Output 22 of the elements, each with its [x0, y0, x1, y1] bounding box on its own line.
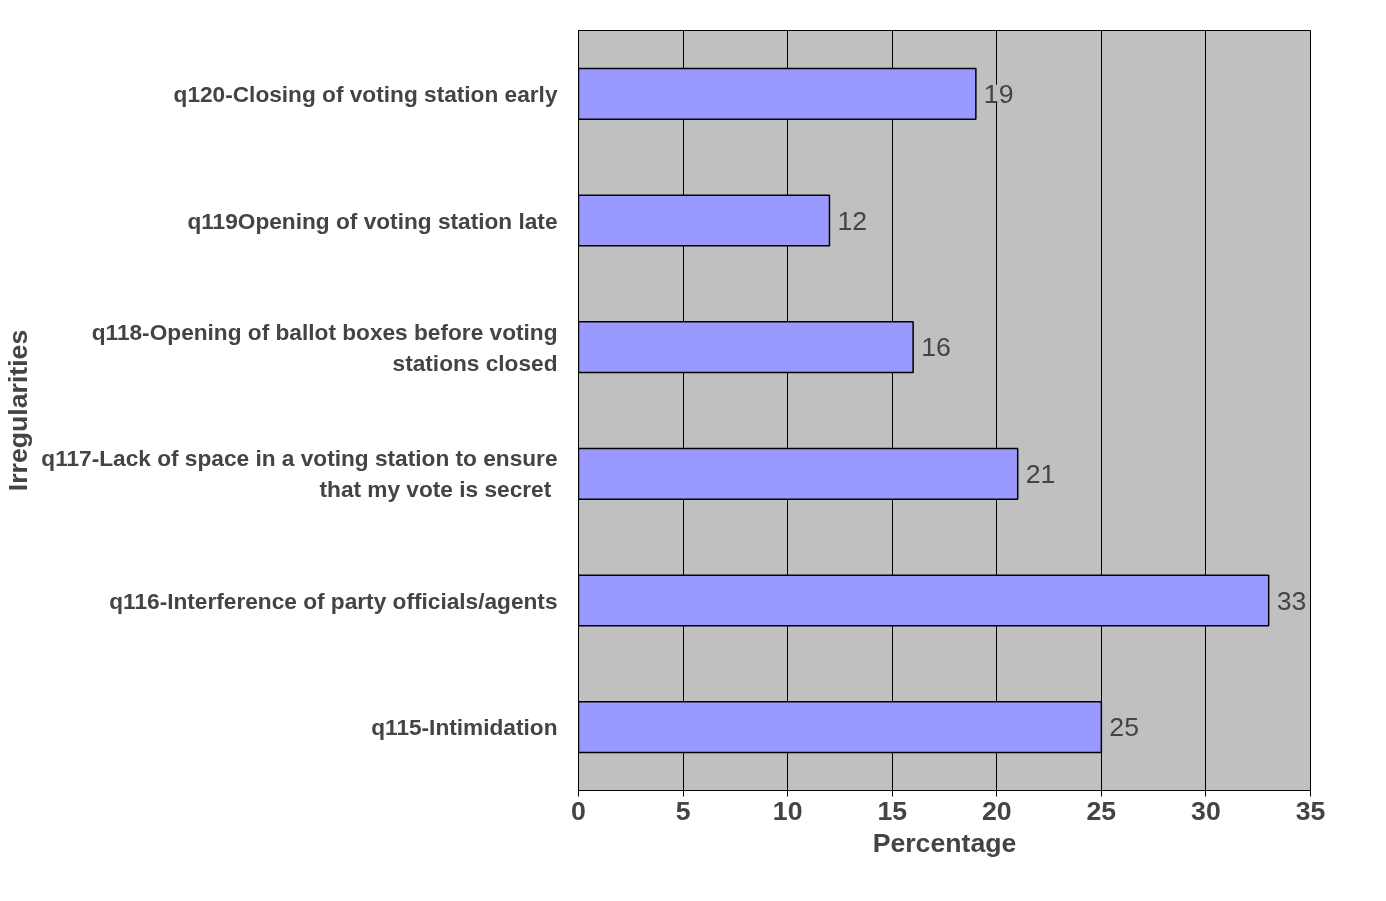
data-label: 21 — [1025, 458, 1056, 489]
y-tick-label: q115-Intimidation — [371, 714, 558, 741]
x-tick-label: 35 — [1295, 795, 1326, 826]
data-label: 33 — [1276, 585, 1307, 616]
y-tick-label: q116-Interference of party officials/agents — [109, 587, 558, 614]
x-tick-label: 20 — [981, 795, 1012, 826]
x-tick-label: 10 — [772, 795, 803, 826]
data-label: 12 — [837, 205, 868, 236]
y-axis-title: Irregularities — [3, 329, 34, 492]
data-label: 16 — [921, 332, 951, 363]
x-tick-label: 15 — [877, 795, 908, 826]
x-tick-label: 5 — [675, 795, 691, 826]
y-tick-label: q119Opening of voting station late — [187, 207, 558, 234]
y-tick-label: q118-Opening of ballot boxes before voting stations closed — [91, 318, 558, 376]
x-tick-label: 0 — [571, 795, 586, 826]
data-label: 25 — [1109, 712, 1140, 743]
x-axis-title: Percentage — [872, 827, 1017, 858]
data-label: 19 — [983, 78, 1014, 109]
y-tick-label: q117-Lack of space in a voting station to ensure that my vote is secret — [41, 445, 558, 503]
x-tick-label: 30 — [1191, 795, 1221, 826]
y-tick-label: q120-Closing of voting station early — [173, 80, 558, 107]
x-tick-label: 25 — [1086, 795, 1117, 826]
